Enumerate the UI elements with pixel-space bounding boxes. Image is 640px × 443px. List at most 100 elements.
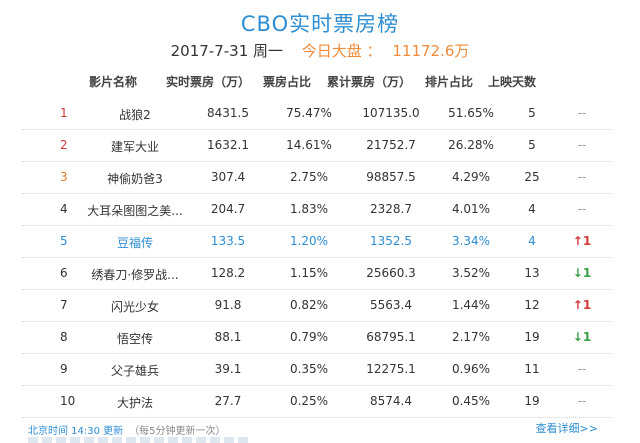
box-share: 0.79% xyxy=(289,330,329,344)
table-row[interactable]: 7 闪光少女 91.8 0.82% 5563.4 1.44% 12 ↑1 xyxy=(22,289,612,322)
movie-name[interactable]: 神偷奶爸3 xyxy=(107,172,163,186)
rank-down-icon: ↓1 xyxy=(572,330,592,344)
col-header-schedule: 排片占比 xyxy=(424,75,473,89)
schedule-share: 4.01% xyxy=(451,202,491,216)
rank-up-icon: ↑1 xyxy=(572,298,592,312)
realtime-box: 133.5 xyxy=(210,234,246,248)
movie-name[interactable]: 战狼2 xyxy=(119,108,151,122)
box-share: 0.35% xyxy=(289,362,329,376)
movie-name[interactable]: 父子雄兵 xyxy=(110,364,159,378)
schedule-share: 3.34% xyxy=(451,234,491,248)
total-box-value: 11172.6万 xyxy=(392,42,470,60)
rank: 1 xyxy=(60,106,68,120)
cumulative-box: 5563.4 xyxy=(370,298,412,312)
col-header-cumulative: 累计票房（万） xyxy=(326,75,411,89)
rank: 6 xyxy=(60,266,68,280)
realtime-box: 204.7 xyxy=(210,202,246,216)
cumulative-box: 12275.1 xyxy=(366,362,416,376)
table-row[interactable]: 8 悟空传 88.1 0.79% 68795.1 2.17% 19 ↓1 xyxy=(22,321,612,354)
box-share: 75.47% xyxy=(286,106,332,120)
col-header-name: 影片名称 xyxy=(88,75,137,89)
schedule-share: 3.52% xyxy=(451,266,491,280)
release-days: 5 xyxy=(528,106,536,120)
rank-up-icon: ↑1 xyxy=(572,234,592,248)
rank-trend: -- xyxy=(577,362,587,376)
release-days: 4 xyxy=(528,202,536,216)
box-share: 0.82% xyxy=(289,298,329,312)
table-row[interactable]: 1 战狼2 8431.5 75.47% 107135.0 51.65% 5 -- xyxy=(22,97,612,130)
rank: 7 xyxy=(60,298,68,312)
release-days: 12 xyxy=(524,298,540,312)
realtime-box: 88.1 xyxy=(214,330,242,344)
schedule-share: 2.17% xyxy=(451,330,491,344)
table-row[interactable]: 2 建军大业 1632.1 14.61% 21752.7 26.28% 5 -- xyxy=(22,129,612,162)
movie-name[interactable]: 大耳朵图图之美... xyxy=(87,204,183,218)
schedule-share: 4.29% xyxy=(451,170,491,184)
movie-name[interactable]: 建军大业 xyxy=(110,140,159,154)
box-share: 1.83% xyxy=(289,202,329,216)
date-and-box-office: 2017-7-31 周一 今日大盘 ： 11172.6万 xyxy=(0,40,640,61)
movie-name[interactable]: 闪光少女 xyxy=(110,300,159,314)
release-days: 13 xyxy=(524,266,540,280)
movie-name[interactable]: 悟空传 xyxy=(116,332,153,346)
release-days: 25 xyxy=(524,170,540,184)
update-time: 北京时间 14:30 更新 xyxy=(28,426,124,437)
box-share: 14.61% xyxy=(286,138,332,152)
realtime-box: 128.2 xyxy=(210,266,246,280)
realtime-box: 91.8 xyxy=(214,298,242,312)
rank: 3 xyxy=(60,170,68,184)
report-date: 2017-7-31 周一 xyxy=(170,42,284,60)
table-row[interactable]: 4 大耳朵图图之美... 204.7 1.83% 2328.7 4.01% 4 … xyxy=(22,193,612,226)
cumulative-box: 25660.3 xyxy=(366,266,416,280)
box-share: 1.20% xyxy=(289,234,329,248)
rank: 2 xyxy=(60,138,68,152)
rank-down-icon: ↓1 xyxy=(572,266,592,280)
schedule-share: 1.44% xyxy=(451,298,491,312)
rank: 10 xyxy=(60,394,76,408)
release-days: 4 xyxy=(528,234,536,248)
movie-name[interactable]: 大护法 xyxy=(116,396,153,410)
cumulative-box: 8574.4 xyxy=(370,394,412,408)
total-box-label: 今日大盘 ： xyxy=(301,42,382,60)
update-note: （每5分钟更新一次） xyxy=(129,426,226,437)
table-row-highlighted[interactable]: 5 豆福传 133.5 1.20% 1352.5 3.34% 4 ↑1 xyxy=(22,225,612,258)
movie-name[interactable]: 绣春刀·修罗战... xyxy=(91,268,179,282)
schedule-share: 0.96% xyxy=(451,362,491,376)
release-days: 19 xyxy=(524,394,540,408)
cumulative-box: 21752.7 xyxy=(366,138,416,152)
movie-name[interactable]: 豆福传 xyxy=(116,236,153,250)
rank: 4 xyxy=(60,202,68,216)
realtime-box: 1632.1 xyxy=(207,138,249,152)
cumulative-box: 2328.7 xyxy=(370,202,412,216)
table-row[interactable]: 3 神偷奶爸3 307.4 2.75% 98857.5 4.29% 25 -- xyxy=(22,161,612,194)
rank: 9 xyxy=(60,362,68,376)
schedule-share: 0.45% xyxy=(451,394,491,408)
box-share: 0.25% xyxy=(289,394,329,408)
table-row[interactable]: 9 父子雄兵 39.1 0.35% 12275.1 0.96% 11 -- xyxy=(22,353,612,386)
cumulative-box: 68795.1 xyxy=(366,330,416,344)
release-days: 5 xyxy=(528,138,536,152)
page-title: CBO实时票房榜 xyxy=(240,12,400,36)
realtime-box: 307.4 xyxy=(210,170,246,184)
col-header-share: 票房占比 xyxy=(262,75,311,89)
table-row[interactable]: 10 大护法 27.7 0.25% 8574.4 0.45% 19 -- xyxy=(22,385,612,418)
rank-trend: -- xyxy=(577,202,587,216)
schedule-share: 51.65% xyxy=(448,106,494,120)
cropped-content xyxy=(28,437,248,443)
realtime-box: 8431.5 xyxy=(207,106,249,120)
col-header-days: 上映天数 xyxy=(488,75,537,89)
box-share: 1.15% xyxy=(289,266,329,280)
box-share: 2.75% xyxy=(289,170,329,184)
rank: 8 xyxy=(60,330,68,344)
rank-trend: -- xyxy=(577,170,587,184)
col-header-realtime: 实时票房（万） xyxy=(166,75,251,89)
realtime-box: 39.1 xyxy=(214,362,242,376)
table-header: 影片名称 实时票房（万） 票房占比 累计票房（万） 排片占比 上映天数 xyxy=(0,73,640,93)
release-days: 11 xyxy=(524,362,540,376)
realtime-box: 27.7 xyxy=(214,394,242,408)
rank-trend: -- xyxy=(577,106,587,120)
view-details-link[interactable]: 查看详细>> xyxy=(535,422,598,435)
release-days: 19 xyxy=(524,330,540,344)
table-row[interactable]: 6 绣春刀·修罗战... 128.2 1.15% 25660.3 3.52% 1… xyxy=(22,257,612,290)
cumulative-box: 107135.0 xyxy=(362,106,420,120)
